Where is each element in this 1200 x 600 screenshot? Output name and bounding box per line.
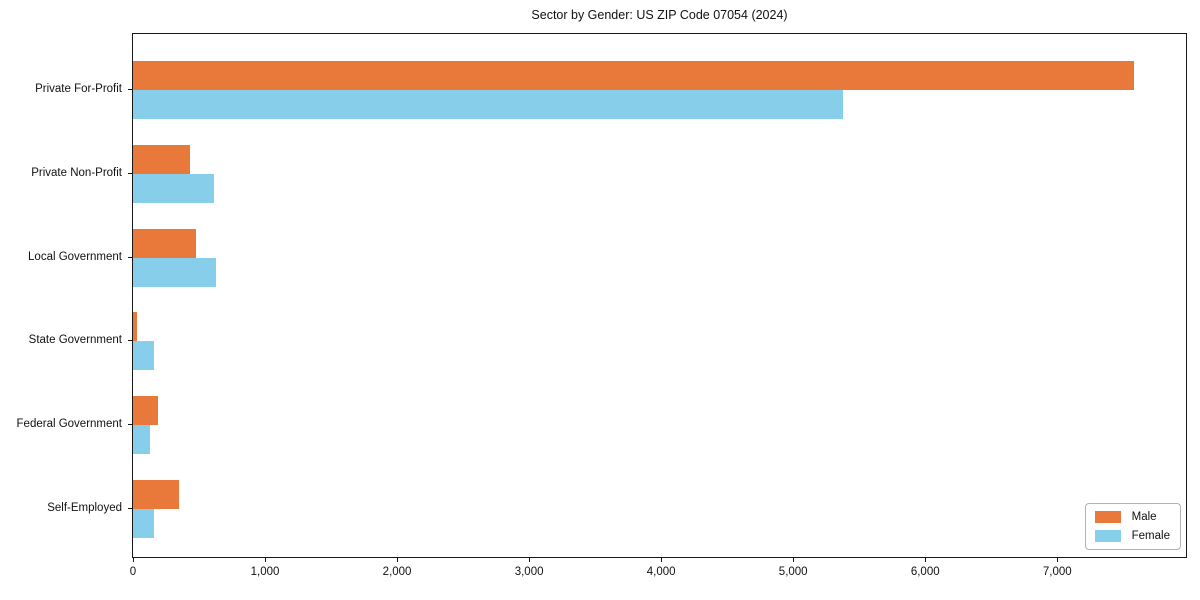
xtick-label: 2,000 <box>382 566 412 578</box>
legend-label: Female <box>1131 530 1170 542</box>
ytick-label: Self-Employed <box>47 502 122 514</box>
ytick-label: State Government <box>28 334 122 347</box>
ytick-mark <box>128 508 132 509</box>
legend: Male Female <box>1084 503 1181 550</box>
xtick-label: 3,000 <box>514 566 544 578</box>
bar-male-3 <box>133 228 196 258</box>
xtick-mark <box>661 558 663 562</box>
ytick-mark <box>128 340 132 342</box>
ytick-mark <box>128 172 132 174</box>
bar-male-5 <box>133 396 158 426</box>
legend-swatch-female <box>1094 530 1121 542</box>
legend-row-male: Male <box>1094 510 1170 524</box>
bar-male-1 <box>133 61 1134 90</box>
xtick-mark <box>793 558 795 562</box>
xtick-label: 6,000 <box>910 566 940 578</box>
legend-row-female: Female <box>1094 529 1170 543</box>
ytick-mark <box>128 256 132 258</box>
bar-female-2 <box>133 173 214 203</box>
xtick-mark <box>925 558 927 562</box>
xtick-mark <box>265 558 267 562</box>
bar-female-4 <box>133 341 154 371</box>
xtick-mark <box>1057 558 1059 562</box>
xtick-mark <box>133 558 134 562</box>
bar-female-1 <box>133 90 843 119</box>
legend-swatch-male <box>1094 511 1121 523</box>
ytick-label: Federal Government <box>16 418 122 431</box>
xtick-label: 7,000 <box>1042 566 1072 578</box>
xtick-mark <box>397 558 399 562</box>
bar-male-4 <box>133 312 137 342</box>
ytick-mark <box>128 89 132 90</box>
bar-male-2 <box>133 144 190 174</box>
ytick-label: Local Government <box>28 250 122 263</box>
ytick-label: Private For-Profit <box>35 83 122 95</box>
xtick-mark <box>529 558 531 562</box>
ytick-mark <box>128 424 132 426</box>
plot-area: Male Female <box>132 33 1187 558</box>
xtick-label: 4,000 <box>646 566 676 578</box>
xtick-label: 0 <box>129 566 137 578</box>
xtick-label: 1,000 <box>250 566 280 578</box>
bar-female-5 <box>133 425 150 455</box>
bar-female-6 <box>133 509 154 538</box>
xtick-label: 5,000 <box>778 566 808 578</box>
bar-male-6 <box>133 480 179 509</box>
ytick-label: Private Non-Profit <box>31 166 122 179</box>
bar-female-3 <box>133 257 216 287</box>
legend-label: Male <box>1131 511 1157 523</box>
chart-title: Sector by Gender: US ZIP Code 07054 (202… <box>531 8 788 22</box>
